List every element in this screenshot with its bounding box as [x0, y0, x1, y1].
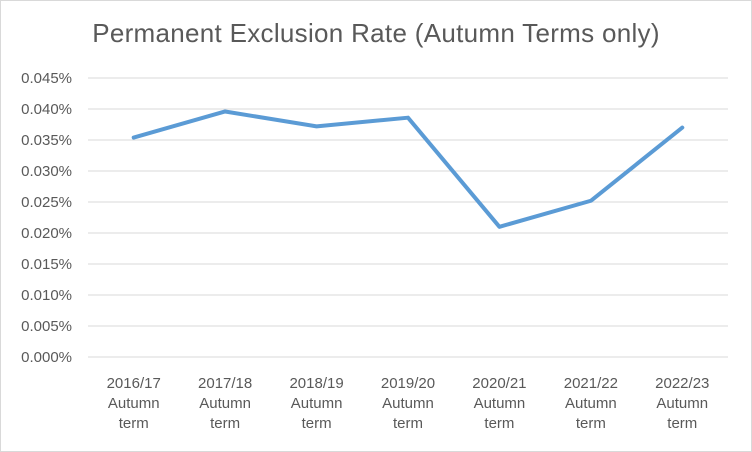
y-tick-label: 0.000%	[21, 349, 72, 366]
y-tick-label: 0.045%	[21, 70, 72, 87]
y-tick-label: 0.025%	[21, 194, 72, 211]
y-tick-label: 0.040%	[21, 101, 72, 118]
x-tick-label: 2021/22 Autumn term	[564, 375, 618, 432]
gridlines	[88, 77, 728, 358]
x-tick-label: 2020/21 Autumn term	[472, 375, 526, 432]
y-tick-label: 0.005%	[21, 318, 72, 335]
x-tick-label: 2016/17 Autumn term	[107, 375, 161, 432]
y-axis-tick-labels: 0.000% 0.005% 0.010% 0.015% 0.020% 0.025% 0.03…	[21, 70, 72, 366]
x-tick-label: 2022/23 Autumn term	[655, 375, 709, 432]
y-tick-label: 0.010%	[21, 287, 72, 304]
series-lines	[131, 109, 685, 229]
chart-title: Permanent Exclusion Rate (Autumn Terms o…	[92, 18, 660, 48]
x-axis-tick-labels: 2016/17 Autumn term 2017/18 Autumn term 2018/1…	[107, 375, 710, 432]
y-tick-label: 0.015%	[21, 256, 72, 273]
x-tick-label: 2018/19 Autumn term	[289, 375, 343, 432]
x-tick-label: 2017/18 Autumn term	[198, 375, 252, 432]
y-tick-label: 0.030%	[21, 163, 72, 180]
y-tick-label: 0.035%	[21, 132, 72, 149]
series-line	[131, 109, 685, 229]
x-tick-label: 2019/20 Autumn term	[381, 375, 435, 432]
y-tick-label: 0.020%	[21, 225, 72, 242]
